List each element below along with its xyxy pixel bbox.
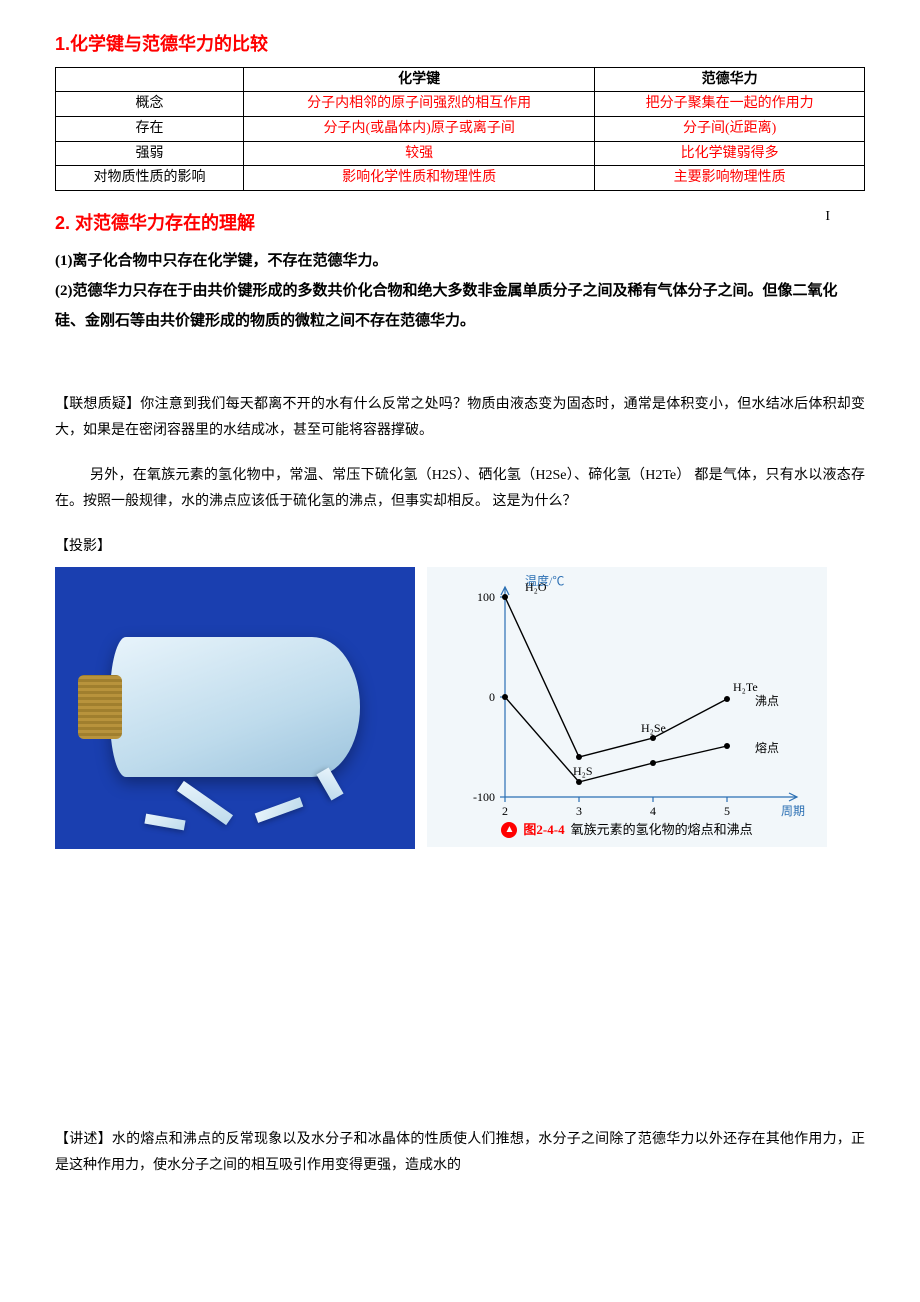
jiangshu-text: 水的熔点和沸点的反常现象以及水分子和冰晶体的性质使人们推想，水分子之间除了范德华…: [55, 1132, 865, 1174]
table-row: 存在 分子内(或晶体内)原子或离子间 分子间(近距离): [56, 116, 865, 141]
lianxiang-text: 你注意到我们每天都离不开的水有什么反常之处吗？物质由液态变为固态时，通常是体积变…: [55, 397, 865, 439]
caption-number: 图2-4-4: [523, 820, 564, 841]
svg-text:100: 100: [477, 590, 495, 604]
row-label: 对物质性质的影响: [56, 166, 244, 191]
table-row: 强弱 较强 比化学键弱得多: [56, 141, 865, 166]
list-prefix: (1): [55, 253, 73, 269]
table-cell: 比化学键弱得多: [595, 141, 865, 166]
jiangshu-block: 【讲述】水的熔点和沸点的反常现象以及水分子和冰晶体的性质使人们推想，水分子之间除…: [55, 1127, 865, 1180]
svg-text:H₂Se: H₂Se: [641, 721, 666, 735]
figures-row: -10001002345温度/℃周期H₂OH₂SH₂SeH₂Te沸点熔点 ▲ 图…: [55, 567, 865, 849]
svg-text:沸点: 沸点: [755, 694, 779, 708]
table-cell: 分子内相邻的原子间强烈的相互作用: [244, 92, 595, 117]
table-header-col2: 范德华力: [595, 67, 865, 92]
table-cell: 分子间(近距离): [595, 116, 865, 141]
svg-text:H₂Te: H₂Te: [733, 680, 758, 694]
ice-shard: [177, 780, 233, 824]
list-text: 范德华力只存在于由共价键形成的多数共价化合物和绝大多数非金属单质分子之间及稀有气…: [55, 283, 838, 329]
chart-caption: ▲ 图2-4-4 氧族元素的氢化物的熔点和沸点: [427, 820, 827, 841]
text-cursor-icon: I: [825, 206, 830, 228]
list-prefix: (2): [55, 283, 73, 299]
svg-text:2: 2: [502, 804, 508, 818]
section2-line1: (1)离子化合物中只存在化学键，不存在范德华力。: [55, 246, 865, 276]
caption-text: 氧族元素的氢化物的熔点和沸点: [571, 820, 753, 841]
svg-text:5: 5: [724, 804, 730, 818]
svg-text:-100: -100: [473, 790, 495, 804]
svg-text:H₂O: H₂O: [525, 580, 547, 594]
section1-heading: 1.化学键与范德华力的比较: [55, 30, 865, 59]
table-header-blank: [56, 67, 244, 92]
row-label: 概念: [56, 92, 244, 117]
list-text: 离子化合物中只存在化学键，不存在范德华力。: [73, 253, 388, 269]
jiangshu-tag: 【讲述】: [55, 1132, 112, 1147]
svg-text:4: 4: [650, 804, 656, 818]
table-row: 对物质性质的影响 影响化学性质和物理性质 主要影响物理性质: [56, 166, 865, 191]
hydride-chart: -10001002345温度/℃周期H₂OH₂SH₂SeH₂Te沸点熔点 ▲ 图…: [427, 567, 827, 847]
ice-shard: [144, 813, 185, 830]
section2-body: (1)离子化合物中只存在化学键，不存在范德华力。 (2)范德华力只存在于由共价键…: [55, 246, 865, 336]
lianxiang-block: 【联想质疑】你注意到我们每天都离不开的水有什么反常之处吗？物质由液态变为固态时，…: [55, 392, 865, 445]
lianxiang-tag: 【联想质疑】: [55, 397, 140, 412]
table-header-row: 化学键 范德华力: [56, 67, 865, 92]
table-row: 概念 分子内相邻的原子间强烈的相互作用 把分子聚集在一起的作用力: [56, 92, 865, 117]
table-cell: 较强: [244, 141, 595, 166]
ice-shard: [255, 797, 304, 823]
section2-heading: 2. 对范德华力存在的理解: [55, 209, 865, 238]
table-cell: 把分子聚集在一起的作用力: [595, 92, 865, 117]
table-header-col1: 化学键: [244, 67, 595, 92]
svg-text:0: 0: [489, 690, 495, 704]
table-cell: 分子内(或晶体内)原子或离子间: [244, 116, 595, 141]
caption-bullet-icon: ▲: [501, 822, 517, 838]
comparison-table: 化学键 范德华力 概念 分子内相邻的原子间强烈的相互作用 把分子聚集在一起的作用…: [55, 67, 865, 191]
chart-svg: -10001002345温度/℃周期H₂OH₂SH₂SeH₂Te沸点熔点: [427, 567, 827, 847]
row-label: 强弱: [56, 141, 244, 166]
svg-text:周期: 周期: [781, 804, 805, 818]
section2-line2: (2)范德华力只存在于由共价键形成的多数共价化合物和绝大多数非金属单质分子之间及…: [55, 276, 865, 336]
svg-text:H₂S: H₂S: [573, 764, 593, 778]
touying-tag: 【投影】: [55, 534, 865, 561]
svg-text:3: 3: [576, 804, 582, 818]
row-label: 存在: [56, 116, 244, 141]
table-cell: 主要影响物理性质: [595, 166, 865, 191]
paragraph-oxygen-group: 另外，在氧族元素的氢化物中，常温、常压下硫化氢（H2S）、硒化氢（H2Se）、碲…: [55, 463, 865, 516]
ice-bottle-photo: [55, 567, 415, 849]
bottle-shape: [110, 637, 360, 777]
ice-shard: [316, 767, 343, 800]
table-cell: 影响化学性质和物理性质: [244, 166, 595, 191]
svg-text:熔点: 熔点: [755, 740, 779, 755]
